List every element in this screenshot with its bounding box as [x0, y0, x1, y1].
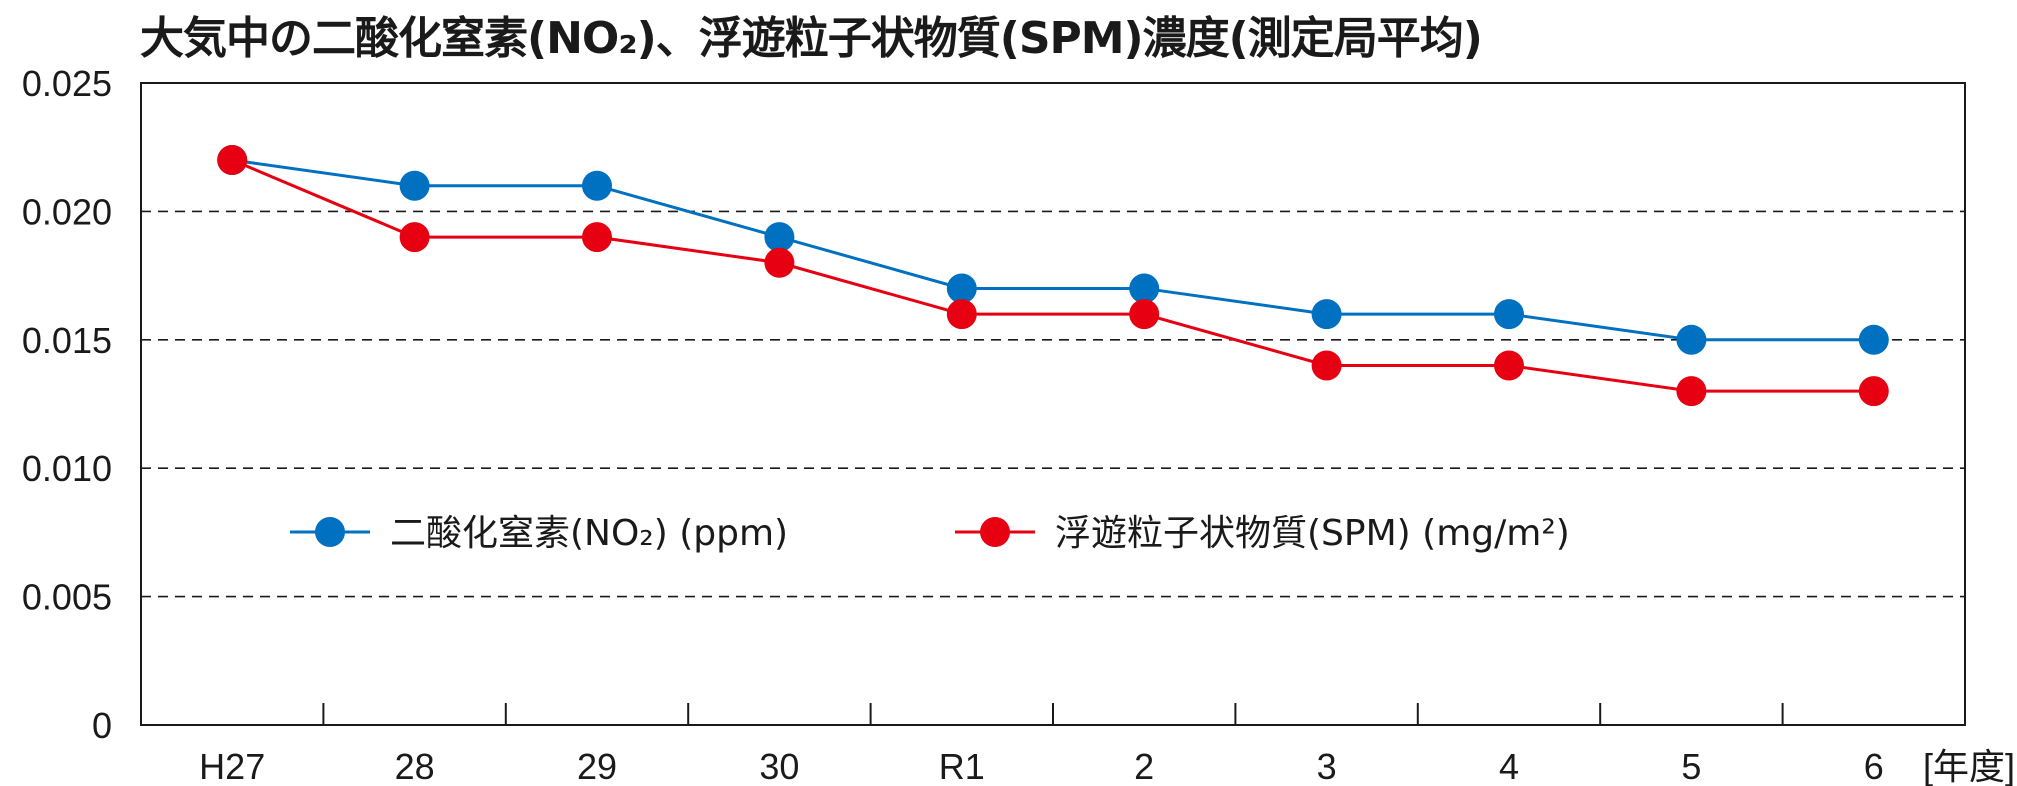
legend-marker [315, 517, 345, 547]
legend-item: 二酸化窒素(NO₂) (ppm) [290, 513, 788, 554]
series-1 [217, 145, 1889, 355]
legend-item: 浮遊粒子状物質(SPM) (mg/m²) [955, 513, 1570, 554]
data-point [1494, 299, 1524, 330]
series-line [231, 158, 1874, 342]
data-point [217, 145, 248, 176]
x-tick-label: 3 [1317, 746, 1337, 786]
legend-label: 浮遊粒子状物質(SPM) (mg/m²) [1055, 513, 1570, 554]
y-axis-ticks: 0 0.005 0.010 0.015 0.020 0.025 [22, 63, 112, 746]
x-tick-label: 29 [577, 746, 617, 786]
x-tick-label: 6 [1864, 746, 1884, 786]
data-point [399, 170, 430, 201]
data-point [1858, 324, 1889, 355]
data-point [946, 299, 977, 330]
series-2 [217, 145, 1889, 407]
data-point [399, 222, 430, 253]
x-tick-label: H27 [199, 746, 265, 786]
x-tick-label: R1 [939, 746, 985, 786]
gridlines [141, 210, 1965, 598]
data-point [1676, 324, 1707, 355]
series-line [231, 158, 1874, 393]
x-tick-label: 30 [759, 746, 799, 786]
legend-label: 二酸化窒素(NO₂) (ppm) [390, 513, 788, 554]
data-point [1676, 376, 1707, 407]
y-tick-label: 0.025 [22, 63, 112, 104]
data-point [582, 170, 612, 201]
data-point [1129, 273, 1160, 304]
y-tick-label: 0.020 [22, 191, 112, 232]
data-point [1311, 350, 1342, 381]
x-axis-ticks: H27 28 29 30 R1 2 3 4 5 6 [年度] [199, 703, 2015, 786]
chart-title: 大気中の二酸化窒素(NO₂)、浮遊粒子状物質(SPM)濃度(測定局平均) [140, 13, 1483, 64]
data-point [1311, 299, 1342, 330]
legend-marker [980, 517, 1010, 547]
y-tick-label: 0.005 [22, 577, 112, 618]
series-group [217, 145, 1889, 407]
data-point [1858, 376, 1889, 407]
x-axis-unit: [年度] [1923, 746, 2015, 786]
x-tick-label: 5 [1681, 746, 1701, 786]
data-point [946, 273, 977, 304]
y-tick-label: 0 [92, 705, 112, 746]
x-tick-label: 4 [1499, 746, 1519, 786]
x-tick-label: 28 [395, 746, 435, 786]
data-point [764, 222, 795, 253]
data-point [582, 222, 612, 253]
data-point [1129, 299, 1160, 330]
y-tick-label: 0.010 [22, 448, 112, 489]
data-point [764, 247, 795, 278]
x-tick-label: 2 [1134, 746, 1154, 786]
legend: 二酸化窒素(NO₂) (ppm) 浮遊粒子状物質(SPM) (mg/m²) [290, 513, 1570, 554]
data-point [1494, 350, 1524, 381]
y-tick-label: 0.015 [22, 320, 112, 361]
